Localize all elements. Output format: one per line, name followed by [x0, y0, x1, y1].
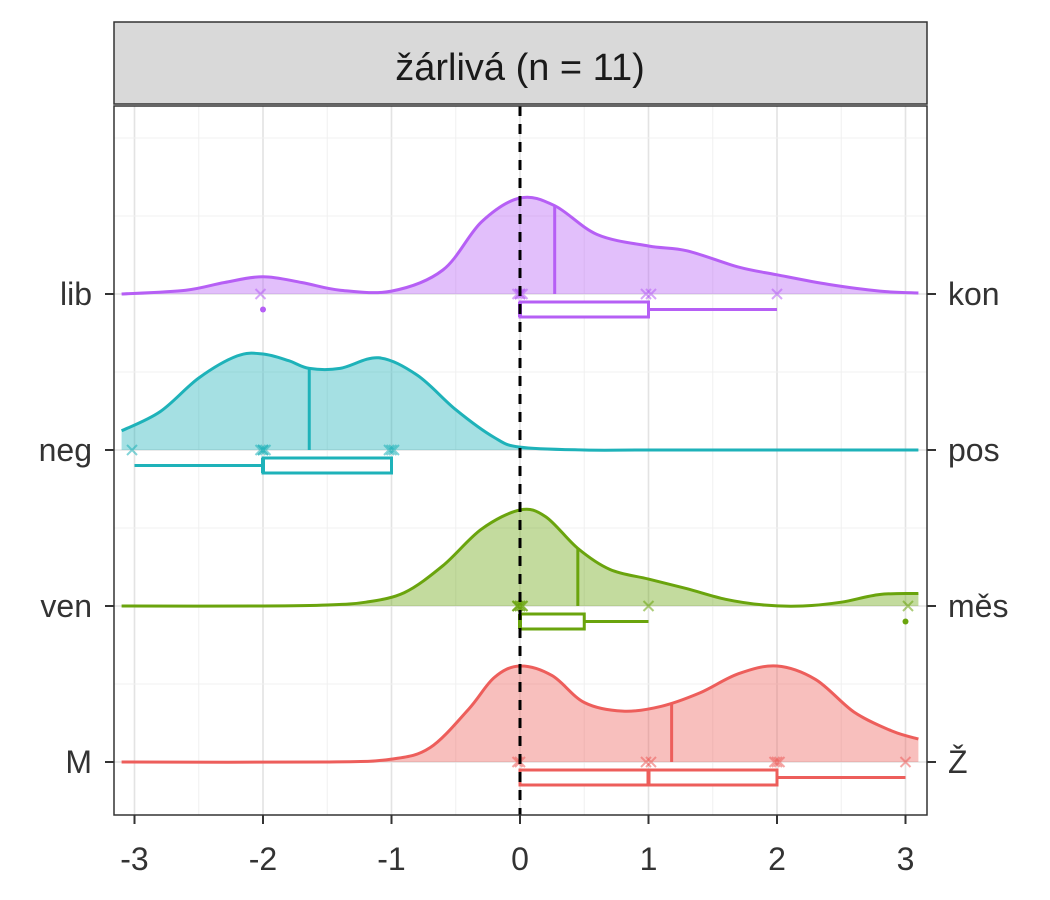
- x-tick-label: 2: [768, 841, 786, 877]
- box-iqr: [518, 612, 586, 631]
- point-stroke: [768, 756, 781, 768]
- density-area: [121, 665, 919, 763]
- density-area: [121, 353, 919, 451]
- y-label-right: kon: [948, 276, 1000, 312]
- data-point: [126, 444, 138, 456]
- y-label-right: pos: [948, 432, 1000, 468]
- data-point: [645, 288, 657, 300]
- ridge-neg-pos: [120, 351, 919, 475]
- y-label-left: neg: [39, 432, 92, 468]
- point-stroke: [516, 288, 529, 300]
- point-stroke: [257, 444, 269, 456]
- data-point: [640, 756, 652, 768]
- data-point: [642, 600, 655, 612]
- density-curve: [120, 351, 919, 452]
- facet-strip: [113, 21, 928, 105]
- box-outlier: [260, 306, 266, 313]
- y-label-left: M: [65, 744, 92, 780]
- data-point: [514, 600, 526, 612]
- data-point: [645, 756, 657, 768]
- point-stroke: [259, 444, 272, 456]
- data-point: [899, 756, 912, 768]
- data-point: [385, 444, 398, 456]
- data-point: [768, 756, 781, 768]
- point-stroke: [771, 756, 783, 768]
- y-label-right: měs: [948, 588, 1008, 624]
- point-stroke: [385, 444, 398, 456]
- point-stroke: [388, 444, 400, 456]
- point-stroke: [645, 288, 657, 300]
- density-area: [121, 197, 919, 294]
- ridge-M-Ž: [121, 664, 919, 787]
- data-point: [388, 444, 400, 456]
- point-stroke: [516, 600, 529, 612]
- data-point: [640, 288, 652, 300]
- point-stroke: [771, 288, 783, 300]
- data-point: [516, 600, 529, 612]
- axes: -3 -2 -1 0 1 2 3 lib kon neg pos ven měs M Ž: [39, 276, 1009, 877]
- x-tick-label: 3: [897, 841, 915, 877]
- point-stroke: [773, 756, 786, 768]
- x-tick-label: -1: [377, 841, 405, 877]
- data-point: [383, 444, 395, 456]
- density-curve: [121, 507, 919, 608]
- data-point: [259, 444, 272, 456]
- data-point: [771, 288, 783, 300]
- x-tick-label: -3: [120, 841, 148, 877]
- data-point: [254, 288, 267, 300]
- x-tick-label: 0: [511, 841, 529, 877]
- data-point: [511, 600, 524, 612]
- point-stroke: [640, 756, 652, 768]
- point-stroke: [254, 444, 267, 456]
- point-stroke: [899, 756, 912, 768]
- point-stroke: [511, 600, 524, 612]
- point-stroke: [902, 600, 914, 612]
- y-label-right: Ž: [948, 744, 968, 780]
- x-tick-label: 1: [640, 841, 658, 877]
- point-stroke: [645, 756, 657, 768]
- data-point: [773, 756, 786, 768]
- data-point: [771, 756, 783, 768]
- point-stroke: [640, 288, 652, 300]
- box-iqr: [261, 456, 393, 475]
- point-stroke: [642, 600, 655, 612]
- point-stroke: [383, 444, 395, 456]
- point-stroke: [254, 288, 267, 300]
- density-curve: [121, 664, 919, 764]
- facet-title: žárlivá (n = 11): [395, 47, 645, 89]
- box-iqr: [518, 300, 650, 319]
- data-point: [254, 444, 267, 456]
- point-stroke: [126, 444, 138, 456]
- data-point: [902, 600, 914, 612]
- data-point: [257, 444, 269, 456]
- box-outlier: [902, 618, 909, 625]
- y-label-left: lib: [60, 276, 92, 312]
- x-tick-label: -2: [249, 841, 277, 877]
- point-stroke: [514, 600, 526, 612]
- y-label-left: ven: [40, 588, 92, 624]
